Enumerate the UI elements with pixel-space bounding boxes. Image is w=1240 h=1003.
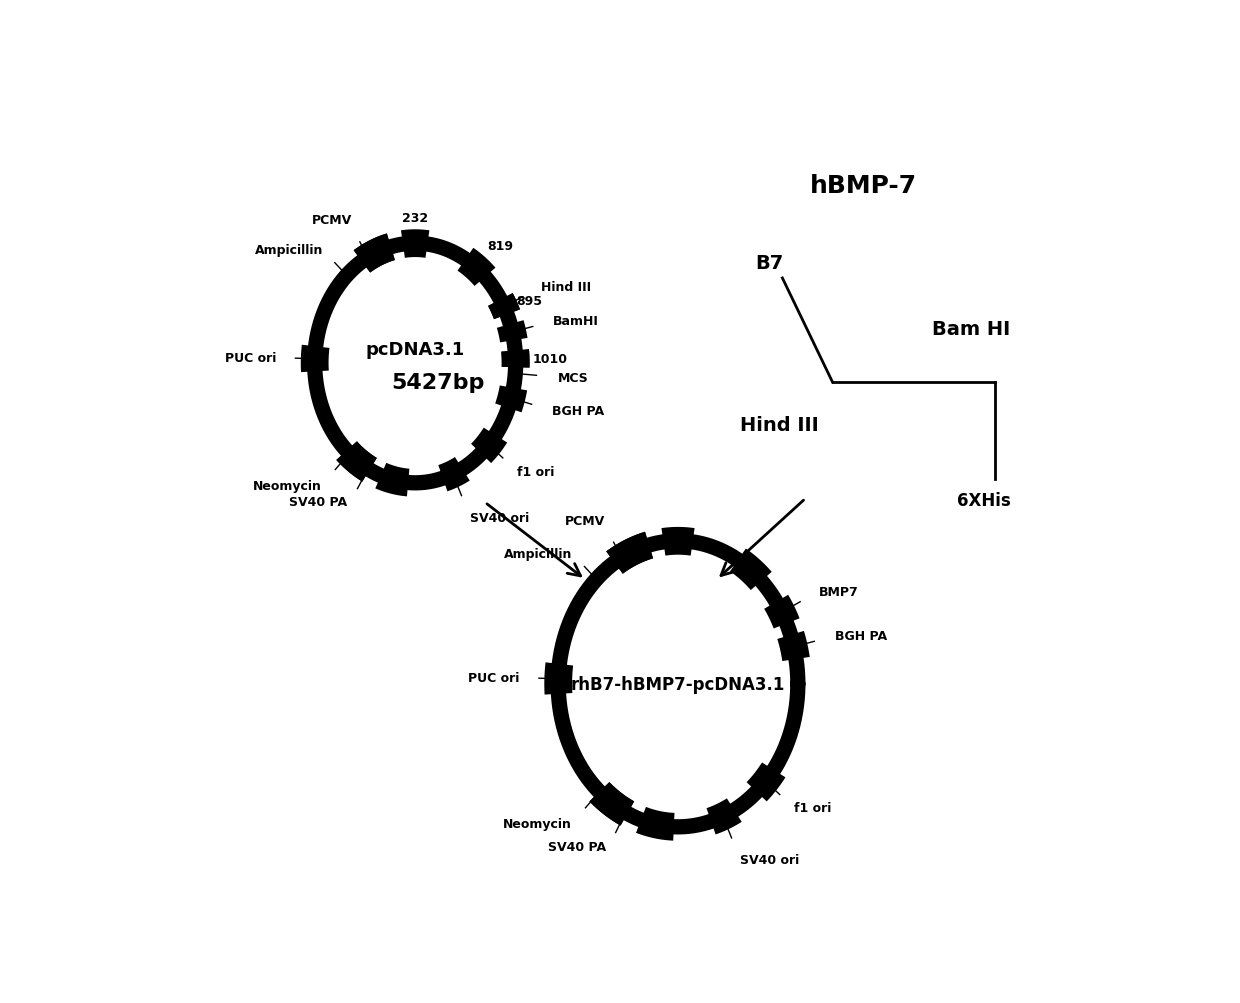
- Text: 5427bp: 5427bp: [392, 373, 485, 393]
- Text: PUC ori: PUC ori: [224, 352, 277, 365]
- Text: PCMV: PCMV: [565, 515, 605, 528]
- Text: 232: 232: [402, 212, 428, 225]
- Text: 895: 895: [516, 295, 542, 307]
- Text: BMP7: BMP7: [818, 585, 858, 598]
- Text: BGH PA: BGH PA: [552, 404, 604, 417]
- Text: f1 ori: f1 ori: [794, 801, 831, 814]
- Text: Hind III: Hind III: [740, 416, 818, 435]
- Text: 1010: 1010: [533, 352, 568, 365]
- Text: MCS: MCS: [558, 371, 589, 384]
- Text: PCMV: PCMV: [311, 215, 352, 228]
- Text: SV40 ori: SV40 ori: [470, 512, 529, 525]
- Text: rhB7-hBMP7-pcDNA3.1: rhB7-hBMP7-pcDNA3.1: [570, 675, 785, 693]
- Text: Ampicillin: Ampicillin: [505, 548, 573, 561]
- Text: SV40 PA: SV40 PA: [289, 495, 347, 509]
- Text: hBMP-7: hBMP-7: [810, 174, 918, 198]
- Text: Bam HI: Bam HI: [932, 319, 1011, 338]
- Text: BGH PA: BGH PA: [835, 630, 887, 643]
- Text: PUC ori: PUC ori: [469, 671, 520, 684]
- Text: B7: B7: [755, 254, 784, 273]
- Text: pcDNA3.1: pcDNA3.1: [366, 341, 465, 359]
- Text: SV40 PA: SV40 PA: [548, 840, 606, 853]
- Text: Neomycin: Neomycin: [502, 817, 572, 830]
- Text: 6XHis: 6XHis: [957, 491, 1011, 510]
- Text: BamHI: BamHI: [553, 315, 599, 328]
- Text: 819: 819: [487, 240, 513, 253]
- Text: Hind III: Hind III: [542, 281, 591, 294]
- Text: SV40 ori: SV40 ori: [740, 854, 800, 866]
- Text: f1 ori: f1 ori: [517, 465, 554, 478]
- Text: Ampicillin: Ampicillin: [254, 244, 322, 257]
- Text: Neomycin: Neomycin: [253, 479, 321, 492]
